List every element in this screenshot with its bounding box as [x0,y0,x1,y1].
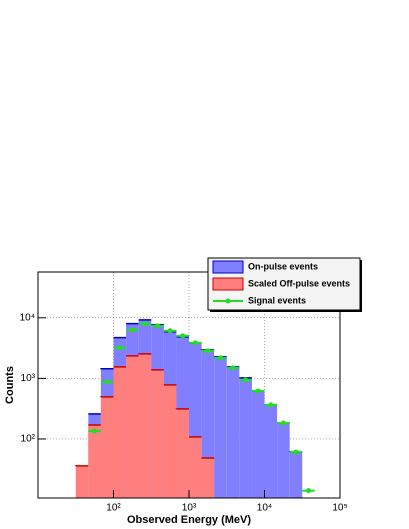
signal-point [142,321,148,327]
signal-point [268,402,274,408]
x-tick-label: 10⁴ [257,503,272,514]
histogram-bar [100,396,115,499]
signal-point [155,323,161,329]
signal-point [129,327,135,333]
histogram-bar [188,436,203,499]
signal-point [255,388,261,394]
signal-point [104,379,110,385]
legend-swatch [212,260,244,274]
histogram-bar [150,369,165,499]
signal-point [306,488,312,494]
legend-swatch [212,277,244,291]
histogram-bar [125,355,140,499]
y-axis-label: Counts [4,366,16,404]
histogram-bar [288,451,304,499]
histogram-bar [175,408,190,499]
x-tick-label: 10⁵ [332,503,347,514]
y-tick-label: 10⁴ [20,312,35,323]
x-tick-label: 10³ [182,503,197,514]
histogram-bar [263,404,278,499]
legend-label: Scaled Off-pulse events [248,278,350,288]
histogram-bar [200,457,215,499]
signal-point [192,340,198,346]
signal-point [117,345,123,351]
histogram-bar [251,390,266,499]
legend-swatch [225,298,231,304]
signal-point [205,348,211,354]
histogram-bar [225,366,241,499]
signal-point [280,420,286,426]
legend: On-pulse events Scaled Off-pulse events Si… [207,257,362,312]
histogram-bar [163,384,178,499]
signal-point [243,377,249,383]
signal-point [167,328,173,334]
signal-point [180,333,186,339]
histogram-bar [238,377,253,499]
legend-label: Signal events [248,295,306,305]
signal-point [217,355,223,361]
y-tick-label: 10² [21,434,36,445]
signal-point [92,428,98,434]
legend-label: On-pulse events [248,261,318,271]
signal-point [293,449,299,455]
x-tick-label: 10² [106,503,121,514]
histogram-bar [137,353,152,499]
histogram-bar [112,366,127,499]
signal-point [230,365,236,371]
histogram-bar [74,465,90,499]
histogram-bar [276,422,291,499]
histogram-bar [213,356,228,499]
x-axis-label: Observed Energy (MeV) [127,514,251,526]
histogram-bar [87,424,102,499]
y-tick-label: 10³ [21,373,36,384]
